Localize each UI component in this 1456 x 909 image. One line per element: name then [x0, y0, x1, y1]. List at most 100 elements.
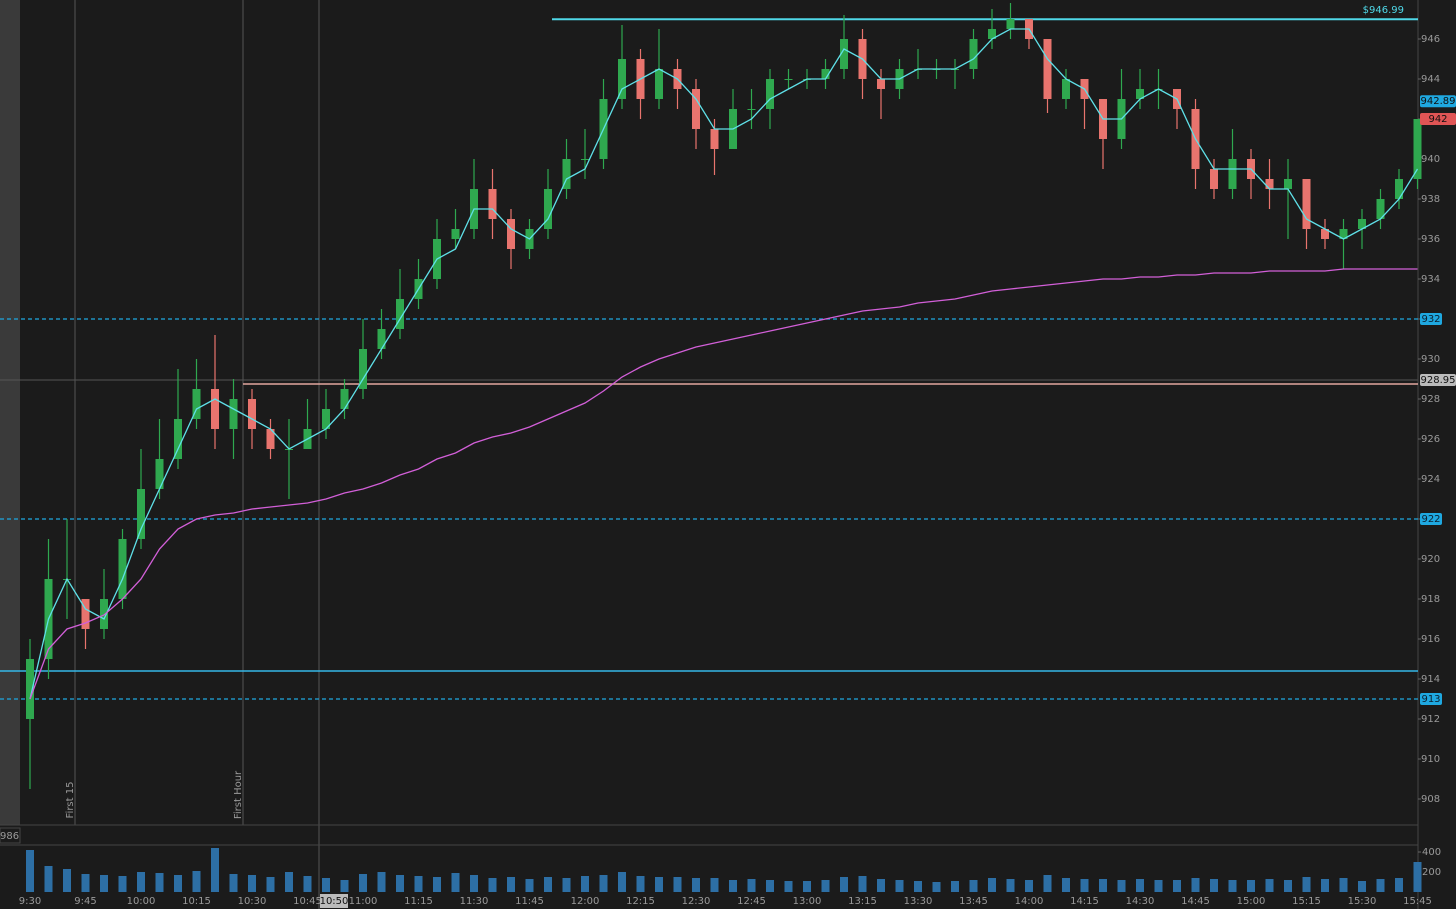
x-tick-label: 13:30 — [904, 896, 933, 907]
y-tick-label: 914 — [1421, 674, 1440, 685]
volume-bar — [1136, 879, 1144, 892]
volume-bar — [1062, 878, 1070, 892]
candle-body — [488, 189, 497, 219]
price-tag — [1420, 374, 1456, 386]
volume-bar — [1043, 875, 1052, 892]
x-tick-label: 9:45 — [74, 896, 96, 907]
volume-bar — [1302, 877, 1311, 892]
candle-body — [1413, 119, 1422, 179]
volume-label-box — [0, 827, 21, 844]
volume-bar — [488, 878, 497, 892]
volume-bar — [1358, 881, 1366, 892]
volume-bar — [100, 875, 108, 892]
crosshair-time-tag — [320, 894, 348, 908]
y-tick-label: 938 — [1421, 194, 1440, 205]
candle-body — [137, 489, 145, 539]
x-tick-label: 13:15 — [848, 896, 877, 907]
y-tick-label: 936 — [1421, 234, 1440, 245]
y-tick-label: 924 — [1421, 474, 1440, 485]
candle-body — [174, 419, 182, 459]
y-tick-label: 940 — [1421, 154, 1440, 165]
candle-body — [1006, 19, 1015, 29]
volume-bar — [1228, 880, 1237, 892]
y-tick-label: 916 — [1421, 634, 1440, 645]
x-tick-label: 14:45 — [1181, 896, 1210, 907]
candle-body — [655, 69, 663, 99]
y-tick-label: 912 — [1421, 714, 1440, 725]
x-tick-label: 12:30 — [682, 896, 711, 907]
price-level-tag — [1420, 693, 1442, 705]
price-level-label: 922 — [1421, 514, 1440, 525]
candle-body — [229, 399, 238, 429]
candle-body — [1302, 179, 1311, 229]
volume-bar — [969, 880, 978, 892]
volume-bar — [766, 880, 774, 892]
volume-bar — [673, 877, 682, 892]
candle-body — [988, 29, 996, 39]
volume-bar — [821, 880, 830, 892]
candle-body — [118, 539, 127, 599]
candle-body — [1321, 229, 1329, 239]
candle-body — [1358, 219, 1366, 229]
candle-body — [211, 389, 219, 429]
volume-bar — [562, 878, 571, 892]
x-tick-label: 11:15 — [404, 896, 433, 907]
candle-body — [396, 299, 404, 329]
y-tick-label: 918 — [1421, 594, 1440, 605]
candle-body — [1265, 179, 1274, 189]
volume-bar — [877, 879, 885, 892]
volume-bar — [266, 877, 275, 892]
candle-body — [821, 69, 830, 79]
candle-body — [1062, 79, 1070, 99]
candle-body — [710, 129, 719, 149]
volume-bar — [1173, 880, 1181, 892]
price-tag — [1420, 113, 1456, 125]
volume-bar — [44, 866, 53, 892]
candle-body — [1210, 169, 1218, 189]
volume-bar — [1154, 880, 1163, 892]
volume-bar — [1321, 879, 1329, 892]
price-level-label: $946.99 — [1363, 5, 1404, 16]
volume-bar — [507, 877, 515, 892]
price-level-label: 913 — [1421, 694, 1440, 705]
volume-bar — [895, 880, 904, 892]
candle-body — [692, 89, 700, 129]
candle-body — [507, 219, 515, 249]
candle-body — [340, 389, 349, 409]
x-tick-label: 12:45 — [737, 896, 766, 907]
premarket-shade — [0, 0, 20, 825]
volume-tick-label: 400 — [1422, 847, 1441, 858]
volume-bar — [1395, 878, 1403, 892]
x-tick-label: 11:45 — [515, 896, 544, 907]
candle-body — [81, 599, 90, 629]
x-tick-label: 11:30 — [460, 896, 489, 907]
volume-bar — [655, 877, 663, 892]
x-tick-label: 11:00 — [349, 896, 378, 907]
price-level-label: 932 — [1421, 314, 1440, 325]
marks: 908 910 912 914 916 918 920 922 924 926 928 930 932 9… — [0, 3, 1456, 907]
volume-bar — [1025, 880, 1033, 892]
candle-body — [155, 459, 164, 489]
candle-body — [1376, 199, 1385, 219]
volume-bar — [1191, 878, 1200, 892]
x-tick-label: 12:15 — [626, 896, 655, 907]
volume-bar — [784, 881, 793, 892]
x-tick-label: 10:00 — [127, 896, 156, 907]
y-tick-label: 928 — [1421, 394, 1440, 405]
candle-body — [747, 109, 756, 110]
x-tick-label: 13:45 — [959, 896, 988, 907]
candle-body — [618, 59, 626, 99]
volume-bar — [137, 872, 145, 892]
y-tick-label: 946 — [1421, 34, 1440, 45]
volume-bar — [63, 869, 71, 892]
price-tag-label: 942 — [1428, 114, 1447, 125]
volume-bar — [599, 875, 608, 892]
volume-bar — [710, 878, 719, 892]
candle-body — [969, 39, 978, 69]
y-tick-label: 930 — [1421, 354, 1440, 365]
candle-body — [359, 349, 367, 389]
volume-bar — [1376, 879, 1385, 892]
volume-bar — [81, 874, 90, 892]
